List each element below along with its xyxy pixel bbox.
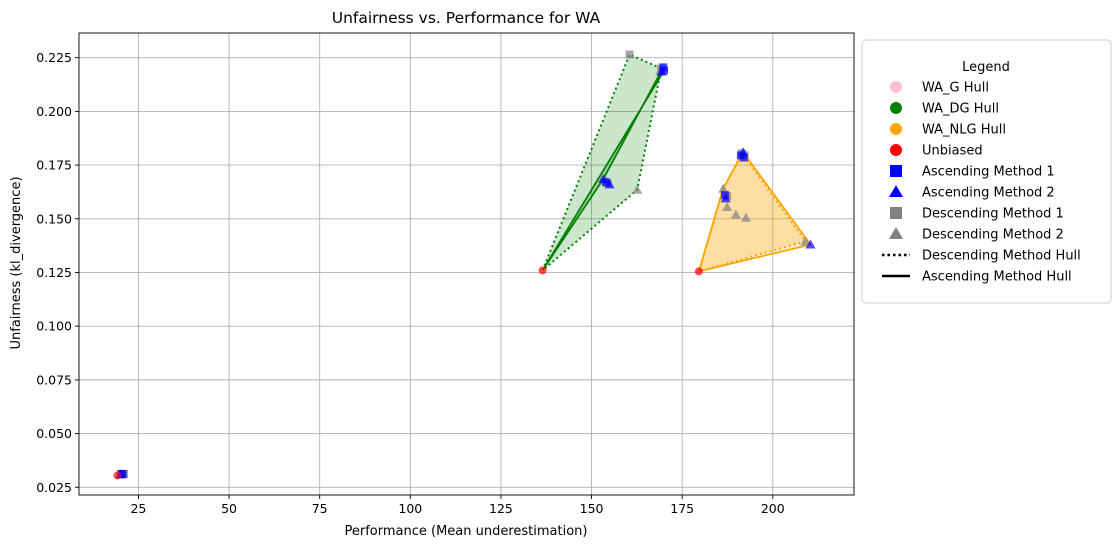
y-tick-label: 0.150 (36, 211, 72, 226)
data-points (113, 50, 816, 480)
wa-nlg-descending-method-2-point (718, 183, 729, 193)
legend-title: Legend (962, 60, 1010, 75)
legend-frame (861, 39, 1112, 304)
legend-entry-label: Descending Method 2 (922, 228, 1064, 243)
wa-dg-ascending-method-2-point (604, 179, 615, 189)
legend-marker-6 (890, 207, 902, 219)
legend-entry-label: WA_DG Hull (922, 102, 999, 117)
x-tick-label: 175 (670, 501, 694, 516)
hull-fills (117, 54, 811, 476)
x-tick-label: 150 (580, 501, 604, 516)
x-tick-label: 50 (221, 501, 237, 516)
x-tick-label: 75 (312, 501, 328, 516)
legend-marker-3 (890, 144, 902, 156)
y-tick-label: 0.025 (36, 480, 72, 495)
wa-dg-ascending-method-2-point (598, 174, 609, 184)
wa-nlg-ascending-method-2-point (720, 193, 731, 203)
axis-ticks: 25 50 75 100 125 150 175 200 0.025 0.050 0.075 0.10… (36, 50, 785, 516)
legend-entry-label: Ascending Method Hull (922, 270, 1072, 285)
wa-nlg-descending-hull-fill (698, 153, 806, 272)
wa-nlg-descending-method-2-point (740, 212, 751, 222)
legend-entry-label: Ascending Method 1 (922, 165, 1055, 180)
legend-entry-label: Descending Method 1 (922, 207, 1064, 222)
wa-dg-unbiased-point (538, 266, 547, 275)
wa-dg-descending-hull-line (541, 53, 663, 272)
x-axis-label: Performance (Mean underestimation) (344, 524, 587, 539)
chart-title: Unfairness vs. Performance for WA (332, 9, 601, 27)
y-tick-label: 0.075 (36, 372, 72, 387)
legend-marker-1 (890, 102, 902, 114)
wa-nlg-unbiased-point (694, 267, 703, 276)
y-tick-label: 0.200 (36, 104, 72, 119)
legend-marker-4 (890, 165, 902, 177)
legend-marker-2 (890, 123, 902, 135)
wa-nlg-descending-method-2-point (730, 209, 741, 219)
legend-entry-label: Ascending Method 2 (922, 186, 1055, 201)
y-tick-label: 0.175 (36, 158, 72, 173)
wa-g-unbiased-point (113, 471, 122, 480)
wa-dg-descending-method-2-point (632, 184, 643, 194)
grid (79, 33, 854, 495)
wa-nlg-descending-method-2-point (800, 236, 811, 246)
wa-nlg-ascending-method-2-point (738, 147, 749, 157)
wa-dg-ascending-method-1-point (660, 66, 669, 75)
legend-entry-label: WA_G Hull (922, 81, 989, 96)
legend: Legend WA_G Hull WA_DG Hull WA_NLG Hull Unb… (861, 39, 1112, 304)
wa-nlg-descending-method-2-point (722, 201, 733, 211)
legend-marker-0 (890, 81, 902, 93)
x-tick-label: 25 (130, 501, 146, 516)
y-tick-label: 0.100 (36, 319, 72, 334)
legend-marker-5 (889, 185, 903, 197)
wa-dg-descending-method-1-point (625, 50, 634, 59)
wa-dg-ascending-method-2-point (656, 66, 667, 76)
x-tick-label: 125 (489, 501, 513, 516)
legend-marker-7 (889, 227, 903, 239)
legend-entry-label: Unbiased (922, 144, 983, 159)
x-tick-label: 100 (398, 501, 422, 516)
wa-nlg-ascending-method-1-point (739, 153, 748, 162)
legend-entry-label: Descending Method Hull (922, 249, 1081, 264)
wa-dg-descending-hull-fill (542, 54, 662, 271)
legend-entry-label: WA_NLG Hull (922, 123, 1006, 138)
y-tick-label: 0.225 (36, 50, 72, 65)
y-axis-label: Unfairness (kl_divergence) (9, 176, 24, 349)
wa-nlg-ascending-method-2-point (805, 239, 816, 249)
plot-frame (78, 32, 855, 496)
y-tick-label: 0.050 (36, 426, 72, 441)
y-tick-label: 0.125 (36, 265, 72, 280)
x-tick-label: 200 (761, 501, 785, 516)
